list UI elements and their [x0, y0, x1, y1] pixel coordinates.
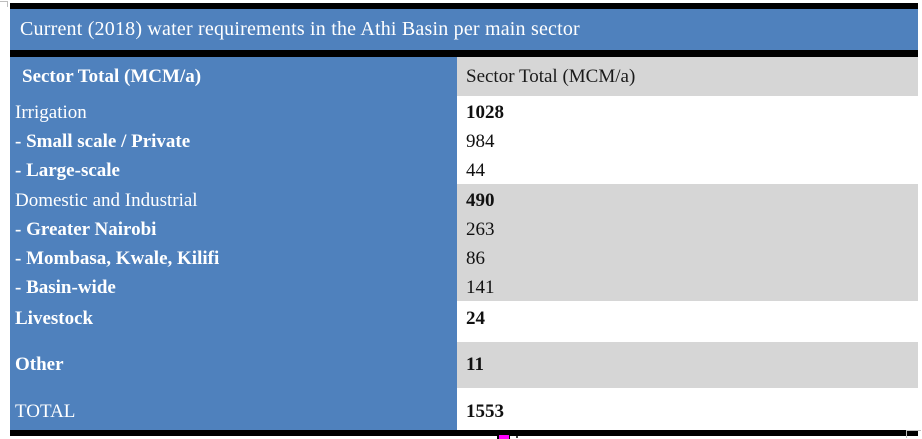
header-sector-cell: Sector Total (MCM/a) — [10, 57, 457, 96]
row-value-greater-nairobi: 263 — [466, 219, 495, 240]
livestock-value-cell: 24 — [457, 301, 918, 342]
domestic-labels-cell: Domestic and Industrial - Greater Nairob… — [10, 184, 457, 301]
row-value-irrigation: 1028 — [466, 102, 504, 123]
irrigation-values-cell: 1028 984 44 — [457, 96, 918, 184]
table-bottom-border — [10, 430, 918, 436]
title-separator-border — [10, 50, 918, 57]
row-label-mombasa-kwale-kilifi: - Mombasa, Kwale, Kilifi — [15, 248, 220, 269]
clipped-image-dot — [516, 436, 518, 438]
header-value-cell: Sector Total (MCM/a) — [457, 57, 918, 96]
group-row-other: Other 11 — [10, 342, 918, 388]
irrigation-labels-cell: Irrigation - Small scale / Private - Lar… — [10, 96, 457, 184]
row-label-domestic-industrial: Domestic and Industrial — [15, 190, 198, 211]
table-title: Current (2018) water requirements in the… — [20, 18, 580, 40]
row-label-total: TOTAL — [15, 401, 76, 422]
row-label-other: Other — [15, 354, 64, 375]
row-value-other: 11 — [466, 354, 484, 375]
water-requirements-table: Current (2018) water requirements in the… — [10, 3, 918, 436]
row-label-livestock: Livestock — [15, 308, 94, 329]
row-value-small-scale-private: 984 — [466, 131, 495, 152]
total-value-cell: 1553 — [457, 388, 918, 430]
group-row-irrigation: Irrigation - Small scale / Private - Lar… — [10, 96, 918, 184]
row-value-mombasa-kwale-kilifi: 86 — [466, 248, 485, 269]
row-label-irrigation: Irrigation — [15, 102, 87, 123]
clipped-image-top-edge — [489, 433, 515, 435]
group-row-livestock: Livestock 24 — [10, 301, 918, 342]
row-value-total: 1553 — [466, 401, 504, 422]
row-label-small-scale-private: - Small scale / Private — [15, 131, 191, 152]
row-label-basin-wide: - Basin-wide — [15, 277, 116, 298]
row-label-greater-nairobi: - Greater Nairobi — [15, 219, 157, 240]
other-value-cell: 11 — [457, 342, 918, 388]
table-title-row: Current (2018) water requirements in the… — [10, 9, 918, 50]
row-value-livestock: 24 — [466, 308, 485, 329]
table-header-row: Sector Total (MCM/a) Sector Total (MCM/a… — [10, 57, 918, 96]
livestock-label-cell: Livestock — [10, 301, 457, 342]
group-row-domestic-industrial: Domestic and Industrial - Greater Nairob… — [10, 184, 918, 301]
row-value-domestic-industrial: 490 — [466, 190, 495, 211]
row-value-basin-wide: 141 — [466, 277, 495, 298]
table-corner-mark-top-left — [0, 1, 8, 7]
table-top-border — [10, 3, 918, 9]
total-label-cell: TOTAL — [10, 388, 457, 430]
domestic-values-cell: 490 263 86 141 — [457, 184, 918, 301]
other-label-cell: Other — [10, 342, 457, 388]
row-value-large-scale: 44 — [466, 160, 485, 181]
row-label-large-scale: - Large-scale — [15, 160, 120, 181]
group-row-total: TOTAL 1553 — [10, 388, 918, 430]
table-corner-mark-bottom-right — [906, 430, 921, 438]
clipped-image-sliver — [497, 435, 510, 439]
